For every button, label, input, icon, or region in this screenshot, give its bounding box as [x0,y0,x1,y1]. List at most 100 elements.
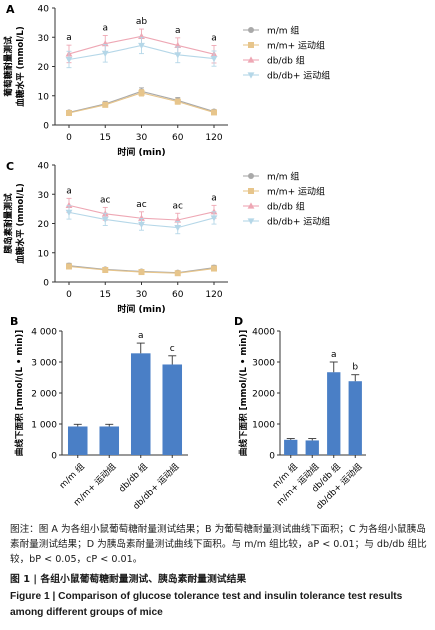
panel-a-data-point [210,56,218,63]
panel-b-y-tick-label: 1 000 [31,421,57,431]
panel-a-x-tick-label: 120 [205,133,222,143]
panel-a-significance-label: a [175,26,181,36]
panel-a-legend-marker [248,42,254,48]
panel-c-data-point [66,263,72,270]
panel-a-data-point [102,101,109,108]
panel-d-significance-label: b [352,363,358,373]
panel-c-data-point [210,215,218,222]
figure-title-cn: 图 1 | 各组小鼠葡萄糖耐量测试、胰岛素耐量测试结果 [10,574,247,585]
figure-note: 图注：图 A 为各组小鼠葡萄糖耐量测试结果；B 为葡萄糖耐量测试曲线下面积；C … [10,524,427,565]
panel-c-x-tick-label: 15 [100,290,111,300]
panel-a-legend-label: m/m 组 [267,25,299,37]
panel-d-y-tick-label: 0 [269,452,275,462]
panel-d-y-tick-label: 1000 [252,421,275,431]
panel-a-y-tick-label: 20 [38,63,50,73]
panel-a-y-axis-title: 葡萄糖耐量测试 [2,36,14,98]
panel-d-y-tick-label: 3000 [252,359,275,369]
panel-c-x-tick-label: 30 [136,290,148,300]
panel-c-y-axis-title: 胰岛素耐量测试 [2,193,14,254]
panel-a-x-tick-label: 60 [172,133,184,143]
panel-c-legend-label: db/db 组 [267,201,305,213]
panel-c-data-point [65,201,73,208]
panel-a-significance-label: a [102,23,108,33]
panel-d-bar [284,439,298,455]
panel-c-data-point [211,265,217,272]
panel-d-y-tick-label: 2000 [252,390,275,400]
panel-b-bar [67,426,88,455]
panel-c-legend-label: m/m 组 [267,171,299,183]
panel-c-legend-label: db/db+ 运动组 [267,216,330,228]
panel-c-legend-marker [248,188,254,194]
panel-a-y-axis-title: 血糖水平 (mmol/L) [14,26,26,107]
panel-b-y-tick-label: 3 000 [31,359,57,369]
panel-d-bar [305,440,319,455]
panel-a-data-point [138,89,145,96]
panel-b-significance-label: c [170,344,175,354]
panel-a-y-tick-label: 10 [38,92,50,102]
figure-canvas: A 0 10 20 30 40 0 15 30 60 120 时间 (min) 葡萄糖耐量测试 血糖水平 … [2,3,366,512]
panel-c-y-tick-label: 30 [38,191,50,201]
panel-c-y-axis-title: 血糖水平 (mmol/L) [14,183,26,264]
panel-d-y-axis-title: 曲线下面积 [mmol/(L • min)] [237,330,249,457]
panel-a-significance-label: ab [136,17,148,27]
panel-b-y-tick-label: 4 000 [31,328,57,338]
panel-b-y-axis-title: 曲线下面积 [mmol/(L • min)] [13,330,25,457]
panel-c-data-point [138,221,145,228]
panel-a-y-tick-label: 0 [43,122,49,132]
panel-c-x-axis-title: 时间 (min) [117,303,165,315]
panel-a-legend-label: m/m+ 运动组 [267,40,325,52]
panel-a-data-point [65,56,73,64]
panel-a-data-point [101,50,109,57]
panel-a-significance-label: a [211,33,217,43]
panel-b-bar [130,353,151,455]
panel-c-data-point [174,224,182,232]
panel-b-bar [99,426,120,455]
panel-b-bar [162,364,183,455]
panel-c-x-tick-label: 120 [205,290,222,300]
panel-a-y-tick-label: 30 [38,34,50,44]
panel-c-data-point [101,216,109,224]
panel-c-y-tick-label: 40 [38,162,50,172]
panel-c-legend-marker [248,173,254,179]
panel-a-legend-marker [247,72,255,79]
panel-a-data-point [174,98,181,105]
panel-a-x-tick-label: 15 [100,133,111,143]
panel-c-data-point [174,270,181,277]
panel-a-data-point [66,110,72,117]
panel-a-x-tick-label: 30 [136,133,148,143]
panel-a-data-point [174,52,182,59]
panel-b-significance-label: a [138,331,144,341]
panel-c-data-point [138,269,145,276]
panel-c-y-tick-label: 0 [43,279,49,289]
panel-c-legend-marker [247,202,255,209]
panel-d-significance-label: a [331,350,337,360]
panel-b-letter: B [10,315,18,328]
panel-c-significance-label: ac [173,201,184,211]
panel-a-legend-label: db/db+ 运动组 [267,70,330,82]
panel-a-letter: A [6,3,15,16]
panel-a-data-point [138,42,145,50]
panel-d-bar [348,381,362,455]
panel-c-data-point [138,214,145,221]
panel-c-x-tick-label: 60 [172,290,184,300]
panel-b-category-label: db/db 组 [116,460,150,494]
panel-a-x-tick-label: 0 [66,133,72,143]
panel-a-y-tick-label: 40 [38,5,50,15]
panel-c-y-tick-label: 10 [38,249,50,259]
panel-d-bar [327,372,341,455]
figure-title-en: Figure 1 | Comparison of glucose toleran… [10,591,403,618]
panel-c-y-tick-label: 20 [38,220,50,230]
panel-c-data-point [65,209,73,216]
panel-a-data-point [211,109,217,116]
panel-c-significance-label: a [66,186,72,196]
panel-d-letter: D [234,315,243,328]
panel-c-significance-label: a [211,193,217,203]
panel-b-y-tick-label: 0 [51,452,57,462]
panel-c-data-point [102,267,109,274]
panel-a-legend-marker [248,27,254,33]
panel-a-significance-label: a [66,33,72,43]
panel-b-y-tick-label: 2 000 [31,390,57,400]
panel-a-x-axis-title: 时间 (min) [117,146,165,158]
panel-c-data-point [210,208,218,215]
panel-c-x-tick-label: 0 [66,290,72,300]
